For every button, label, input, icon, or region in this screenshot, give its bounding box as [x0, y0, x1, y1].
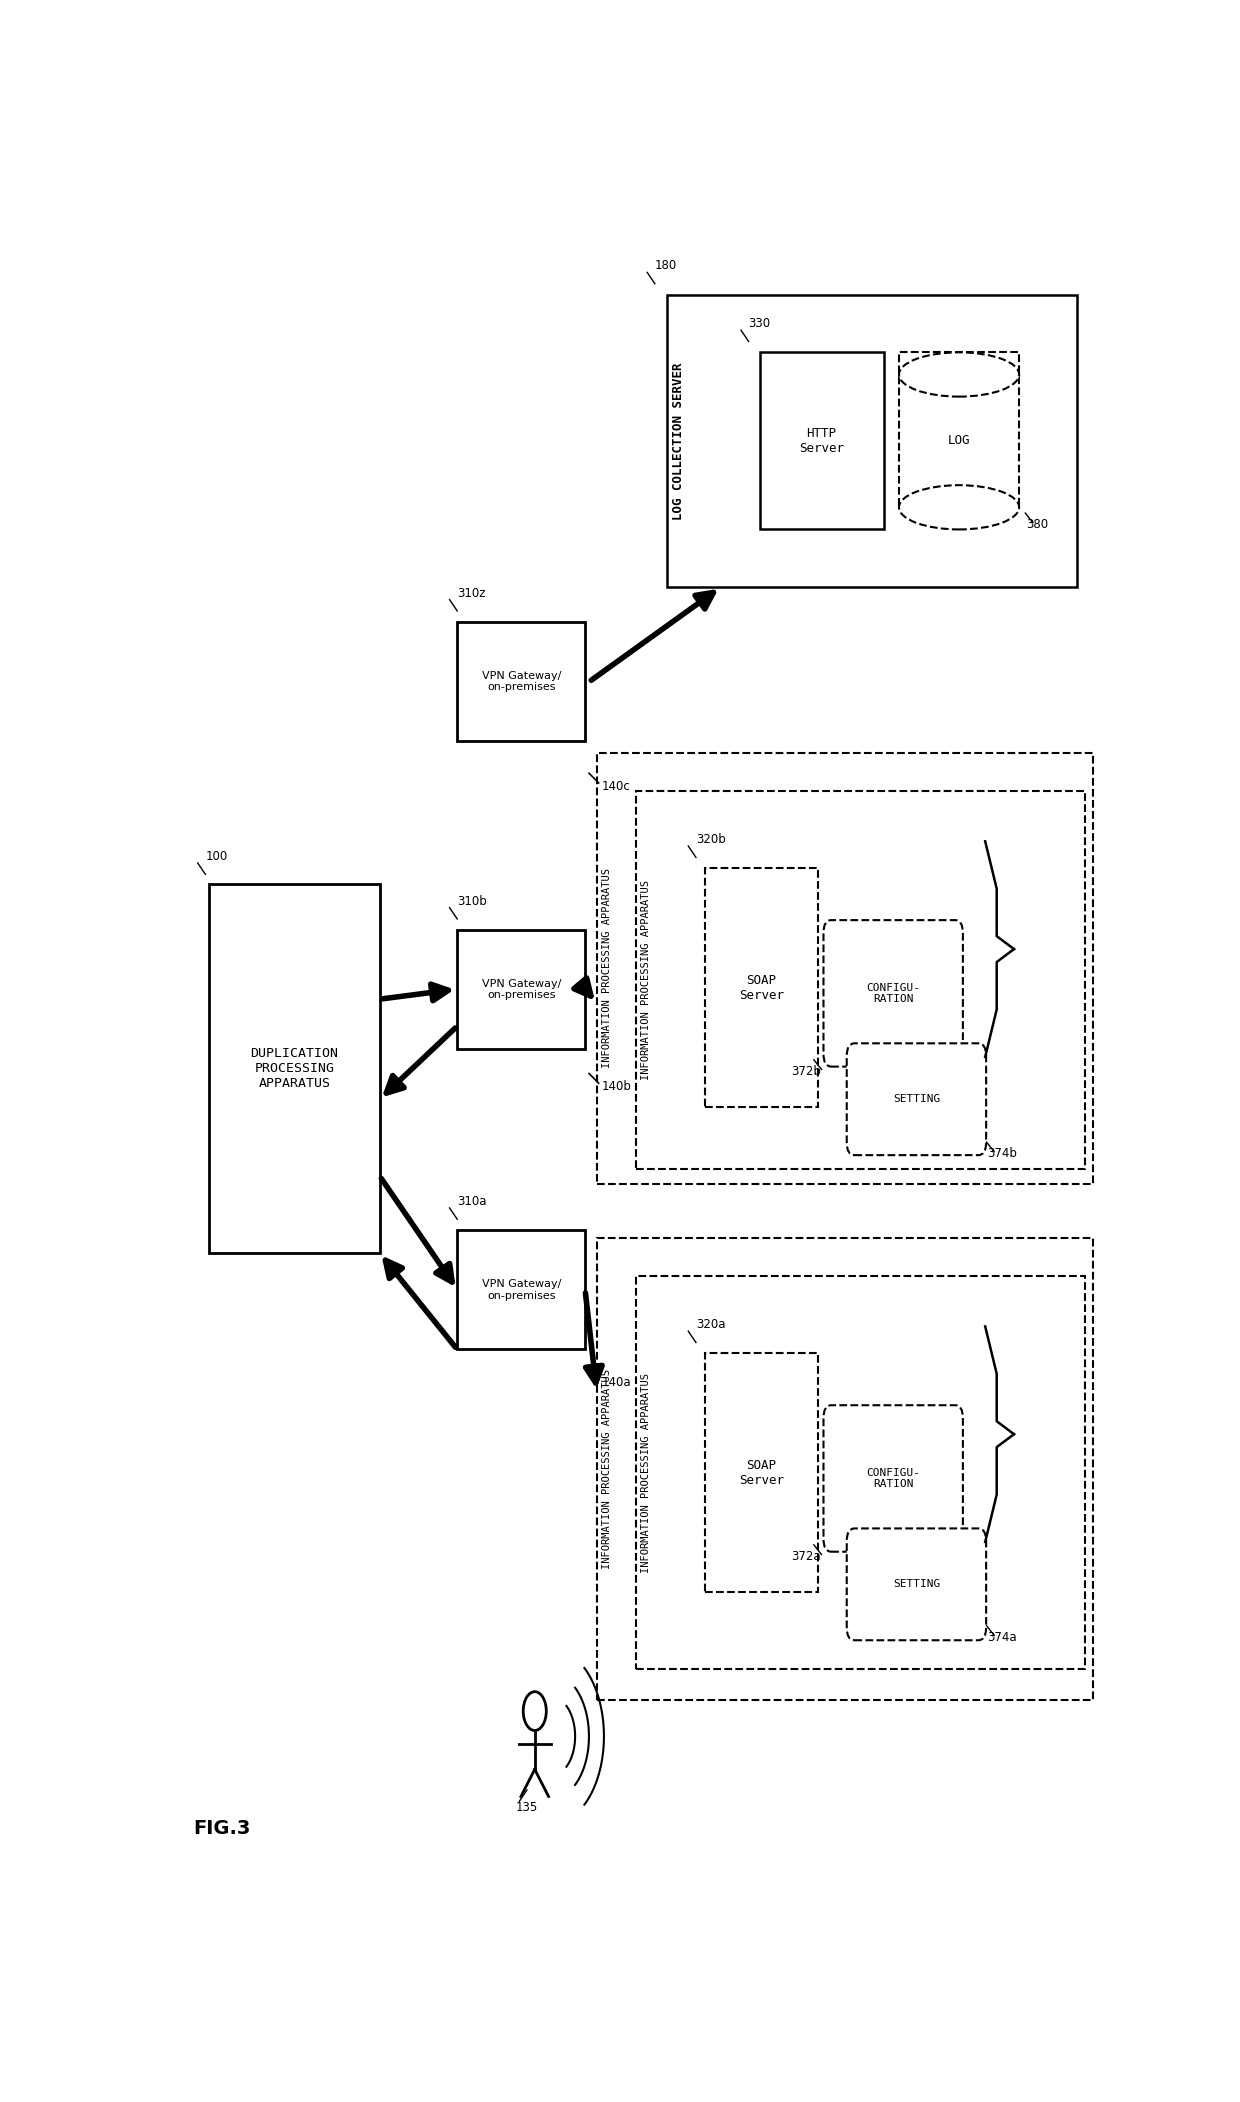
Text: 330: 330	[749, 317, 771, 330]
Bar	[635, 790, 1085, 1169]
Text: 135: 135	[516, 1801, 538, 1814]
Text: 310z: 310z	[458, 586, 486, 599]
Text: SETTING: SETTING	[893, 1095, 940, 1104]
Bar	[706, 1354, 817, 1591]
FancyBboxPatch shape	[847, 1528, 986, 1640]
Text: 140a: 140a	[601, 1377, 631, 1389]
Text: LOG: LOG	[947, 435, 971, 448]
Text: 310b: 310b	[458, 895, 487, 908]
Bar	[458, 1230, 585, 1349]
Text: VPN Gateway/
on-premises: VPN Gateway/ on-premises	[481, 980, 560, 1001]
Text: VPN Gateway/
on-premises: VPN Gateway/ on-premises	[481, 671, 560, 692]
Bar	[667, 294, 1078, 586]
Text: 374b: 374b	[987, 1148, 1017, 1160]
Ellipse shape	[899, 486, 1019, 530]
Text: CONFIGU-
RATION: CONFIGU- RATION	[867, 982, 920, 1005]
Text: CONFIGU-
RATION: CONFIGU- RATION	[867, 1467, 920, 1488]
Text: INFORMATION PROCESSING APPARATUS: INFORMATION PROCESSING APPARATUS	[603, 868, 613, 1068]
Text: 100: 100	[206, 849, 228, 864]
Text: 310a: 310a	[458, 1194, 487, 1209]
Bar	[596, 1238, 1092, 1701]
Text: INFORMATION PROCESSING APPARATUS: INFORMATION PROCESSING APPARATUS	[641, 1373, 651, 1572]
Text: 320b: 320b	[696, 832, 725, 845]
Text: SOAP
Server: SOAP Server	[739, 973, 784, 1001]
FancyBboxPatch shape	[847, 1043, 986, 1156]
Text: 140c: 140c	[601, 780, 630, 792]
Text: 372b: 372b	[791, 1064, 821, 1078]
Text: 372a: 372a	[791, 1549, 821, 1562]
Text: 374a: 374a	[987, 1631, 1017, 1644]
FancyBboxPatch shape	[823, 1406, 963, 1551]
Text: LOG COLLECTION SERVER: LOG COLLECTION SERVER	[672, 362, 684, 519]
Text: 380: 380	[1027, 517, 1048, 532]
Bar	[899, 353, 1019, 507]
Ellipse shape	[899, 353, 1019, 397]
Text: 180: 180	[655, 259, 677, 273]
Bar	[210, 883, 379, 1253]
Bar	[458, 622, 585, 742]
Text: HTTP
Server: HTTP Server	[799, 427, 844, 454]
Text: FIG.3: FIG.3	[193, 1820, 250, 1839]
Bar	[596, 753, 1092, 1183]
Bar	[458, 929, 585, 1049]
Bar	[635, 1276, 1085, 1669]
Text: SETTING: SETTING	[893, 1579, 940, 1589]
Text: INFORMATION PROCESSING APPARATUS: INFORMATION PROCESSING APPARATUS	[603, 1368, 613, 1568]
Bar	[759, 353, 883, 530]
Text: SOAP
Server: SOAP Server	[739, 1459, 784, 1486]
Text: VPN Gateway/
on-premises: VPN Gateway/ on-premises	[481, 1278, 560, 1301]
Bar	[706, 868, 817, 1108]
FancyBboxPatch shape	[823, 921, 963, 1066]
Text: 140b: 140b	[601, 1080, 631, 1093]
Text: INFORMATION PROCESSING APPARATUS: INFORMATION PROCESSING APPARATUS	[641, 881, 651, 1080]
Text: 320a: 320a	[696, 1318, 725, 1331]
Text: DUPLICATION
PROCESSING
APPARATUS: DUPLICATION PROCESSING APPARATUS	[250, 1047, 339, 1091]
